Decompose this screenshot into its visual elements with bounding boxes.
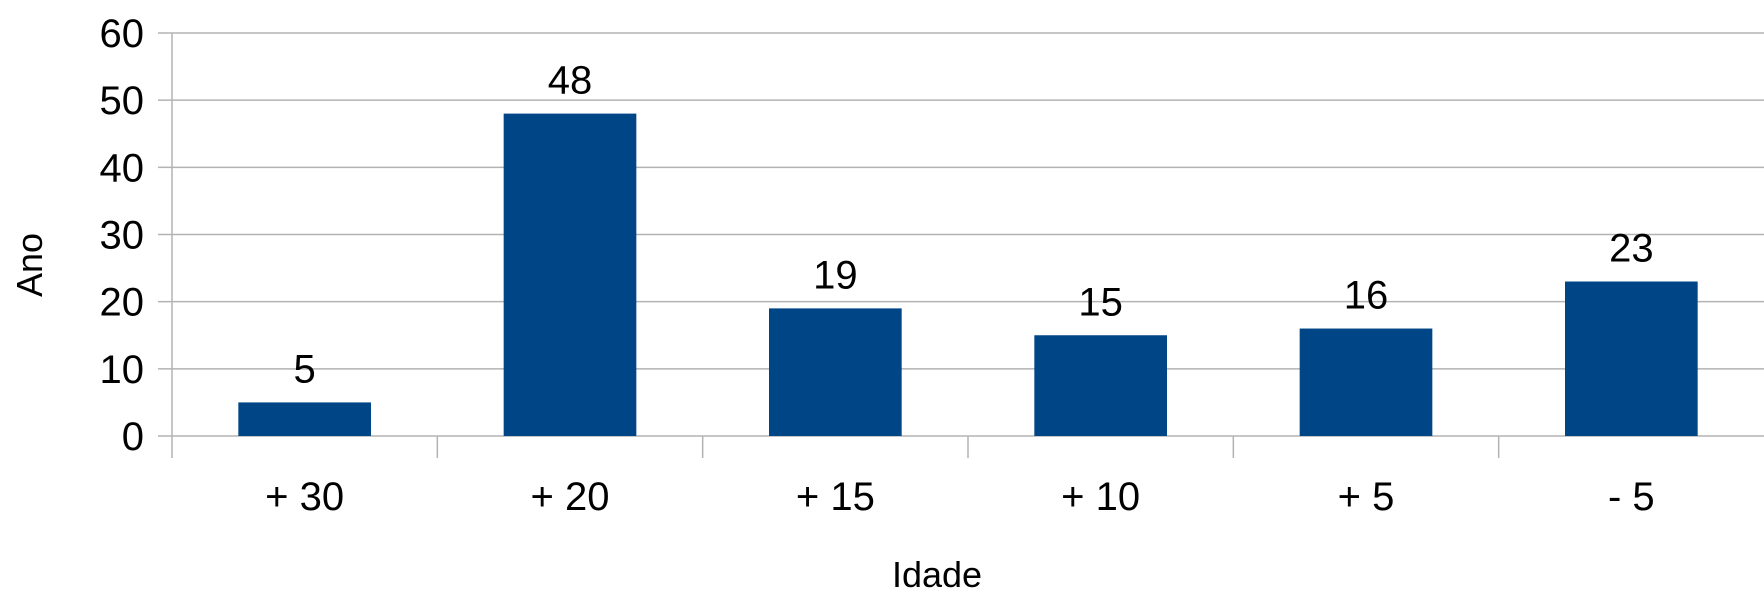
x-tick-label: + 10 [1061,475,1140,519]
data-label: 5 [294,347,316,391]
bar [1565,281,1698,436]
x-tick-label: + 15 [796,475,875,519]
bar [1299,328,1433,436]
y-tick-label: 0 [122,415,144,459]
data-label: 15 [1078,280,1123,324]
bar [503,113,637,436]
data-label: 48 [548,59,593,103]
y-tick-label: 30 [100,214,145,258]
x-tick-label: + 5 [1338,475,1395,519]
bar [238,402,371,436]
x-axis-title: Idade [892,554,982,593]
data-label: 19 [813,253,858,297]
data-label: 16 [1344,274,1389,318]
bar [769,308,902,436]
y-tick-label: 40 [100,146,145,190]
bars [238,113,1698,436]
tick-labels: 0 10 20 30 40 50 60 + 30 + 20 + 15 + 10 + 5 - 5 [100,12,1655,519]
y-tick-label: 20 [100,281,145,325]
gridlines [172,32,1764,437]
x-tick-label: - 5 [1608,475,1655,519]
data-labels: 5 48 19 15 16 23 [294,59,1654,392]
bar [1034,335,1167,436]
data-label: 23 [1609,227,1654,271]
y-tick-label: 10 [100,348,145,392]
y-tick-label: 60 [100,12,145,56]
axes [158,32,1500,458]
y-axis-title: Ano [9,233,50,297]
y-tick-label: 50 [100,79,145,123]
x-tick-label: + 30 [265,475,344,519]
x-tick-label: + 20 [531,475,610,519]
